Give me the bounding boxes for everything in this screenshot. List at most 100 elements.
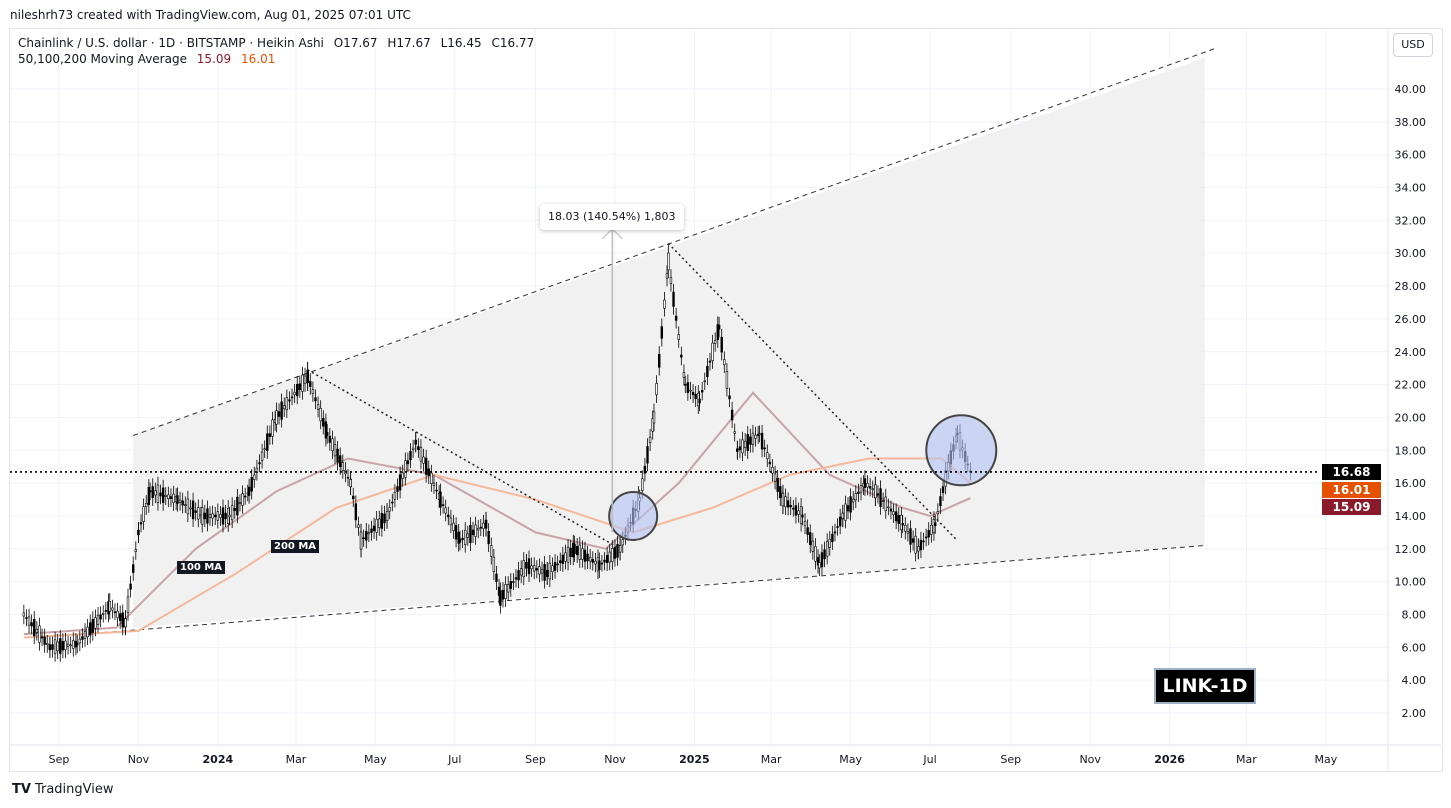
candle-body <box>341 462 345 471</box>
candle-body <box>331 438 334 452</box>
candle-body <box>328 435 332 443</box>
candle-body <box>854 493 858 501</box>
candle-body <box>116 610 119 619</box>
indicator-legend[interactable]: 50,100,200 Moving Average 15.09 16.01 <box>18 52 275 66</box>
candle-body <box>495 573 498 582</box>
candle-body <box>698 398 701 404</box>
candle-body <box>148 490 152 493</box>
candle-body <box>314 397 317 402</box>
candle-body <box>99 614 102 620</box>
candle-body <box>939 496 942 507</box>
candle-body <box>492 556 496 572</box>
candle-body <box>749 436 752 445</box>
x-tick-label: Mar <box>1236 753 1257 766</box>
y-tick-label: 38.00 <box>1395 116 1427 129</box>
candle-body <box>779 486 782 499</box>
candle-body <box>608 551 611 563</box>
candle-body <box>247 486 251 496</box>
candle-body <box>522 560 525 578</box>
candle-body <box>94 617 97 629</box>
candle-body <box>556 563 559 566</box>
candle-body <box>30 622 33 627</box>
channel-lower-line <box>103 545 1205 634</box>
candle-body <box>419 446 423 462</box>
candle-body <box>336 448 339 463</box>
candle-body <box>216 511 220 521</box>
candle-body <box>380 513 384 529</box>
candle-body <box>471 529 475 536</box>
candle-body <box>833 531 837 534</box>
candle-body <box>172 493 175 503</box>
measure-label: 18.03 (140.54%) 1,803 <box>540 204 684 230</box>
candle-body <box>561 554 565 564</box>
candle-body <box>91 619 95 633</box>
candle-body <box>236 496 239 516</box>
x-tick-label: 2026 <box>1154 753 1185 766</box>
candle-body <box>452 522 455 531</box>
candle-body <box>283 405 286 410</box>
candle-body <box>553 562 557 571</box>
candle-body <box>260 451 264 461</box>
candle-body <box>56 641 59 652</box>
y-tick-label: 16.00 <box>1395 477 1427 490</box>
candle-body <box>658 353 661 368</box>
candle-body <box>167 494 170 500</box>
candle-body <box>932 519 936 534</box>
candle-body <box>484 520 488 529</box>
ma200-price-label: 16.01 <box>1322 482 1381 498</box>
candle-body <box>164 495 167 497</box>
candle-body <box>72 640 75 649</box>
candle-body <box>723 359 726 366</box>
candle-body <box>667 252 670 271</box>
candle-body <box>530 565 533 570</box>
x-tick-label: Jul <box>447 753 461 766</box>
candle-body <box>578 544 581 560</box>
brand-text: TradingView <box>34 782 114 797</box>
candle-body <box>461 537 464 541</box>
candle-body <box>674 315 678 321</box>
candle-body <box>139 522 143 525</box>
candle-body <box>540 569 544 574</box>
currency-button[interactable]: USD <box>1393 33 1433 57</box>
candle-body <box>354 503 358 521</box>
candle-body <box>917 546 920 552</box>
candle-body <box>288 399 291 402</box>
candle-body <box>391 501 394 504</box>
candle-body <box>134 549 138 552</box>
candle-body <box>684 384 687 386</box>
candle-body <box>581 548 584 560</box>
candle-body <box>367 532 371 535</box>
candle-body <box>655 383 658 396</box>
candle-body <box>81 636 84 640</box>
candle-body <box>396 486 399 492</box>
tv-logo-icon: TV <box>12 782 31 797</box>
candle-body <box>444 507 447 514</box>
candle-body <box>746 434 749 452</box>
candle-body <box>914 535 917 554</box>
candle-body <box>504 584 507 599</box>
candle-body <box>385 510 389 521</box>
candle-body <box>689 389 692 392</box>
candle-body <box>285 397 289 411</box>
tradingview-logo[interactable]: TV TradingView <box>12 782 113 797</box>
candle-body <box>280 401 283 420</box>
candle-body <box>887 506 890 509</box>
candle-body <box>401 472 404 479</box>
y-tick-label: 6.00 <box>1402 641 1427 654</box>
candle-body <box>901 523 904 526</box>
candle-body <box>871 488 874 491</box>
candle-body <box>786 500 790 508</box>
candle-body <box>717 324 721 330</box>
candle-body <box>884 496 887 511</box>
candle-body <box>713 340 717 344</box>
candle-body <box>487 531 490 545</box>
candle-body <box>803 520 807 527</box>
candle-body <box>509 581 512 589</box>
candle-body <box>792 507 795 510</box>
candle-body <box>365 530 368 541</box>
candle-body <box>866 482 869 488</box>
candle-body <box>178 499 182 503</box>
candle-body <box>439 491 442 508</box>
candle-body <box>838 516 842 527</box>
